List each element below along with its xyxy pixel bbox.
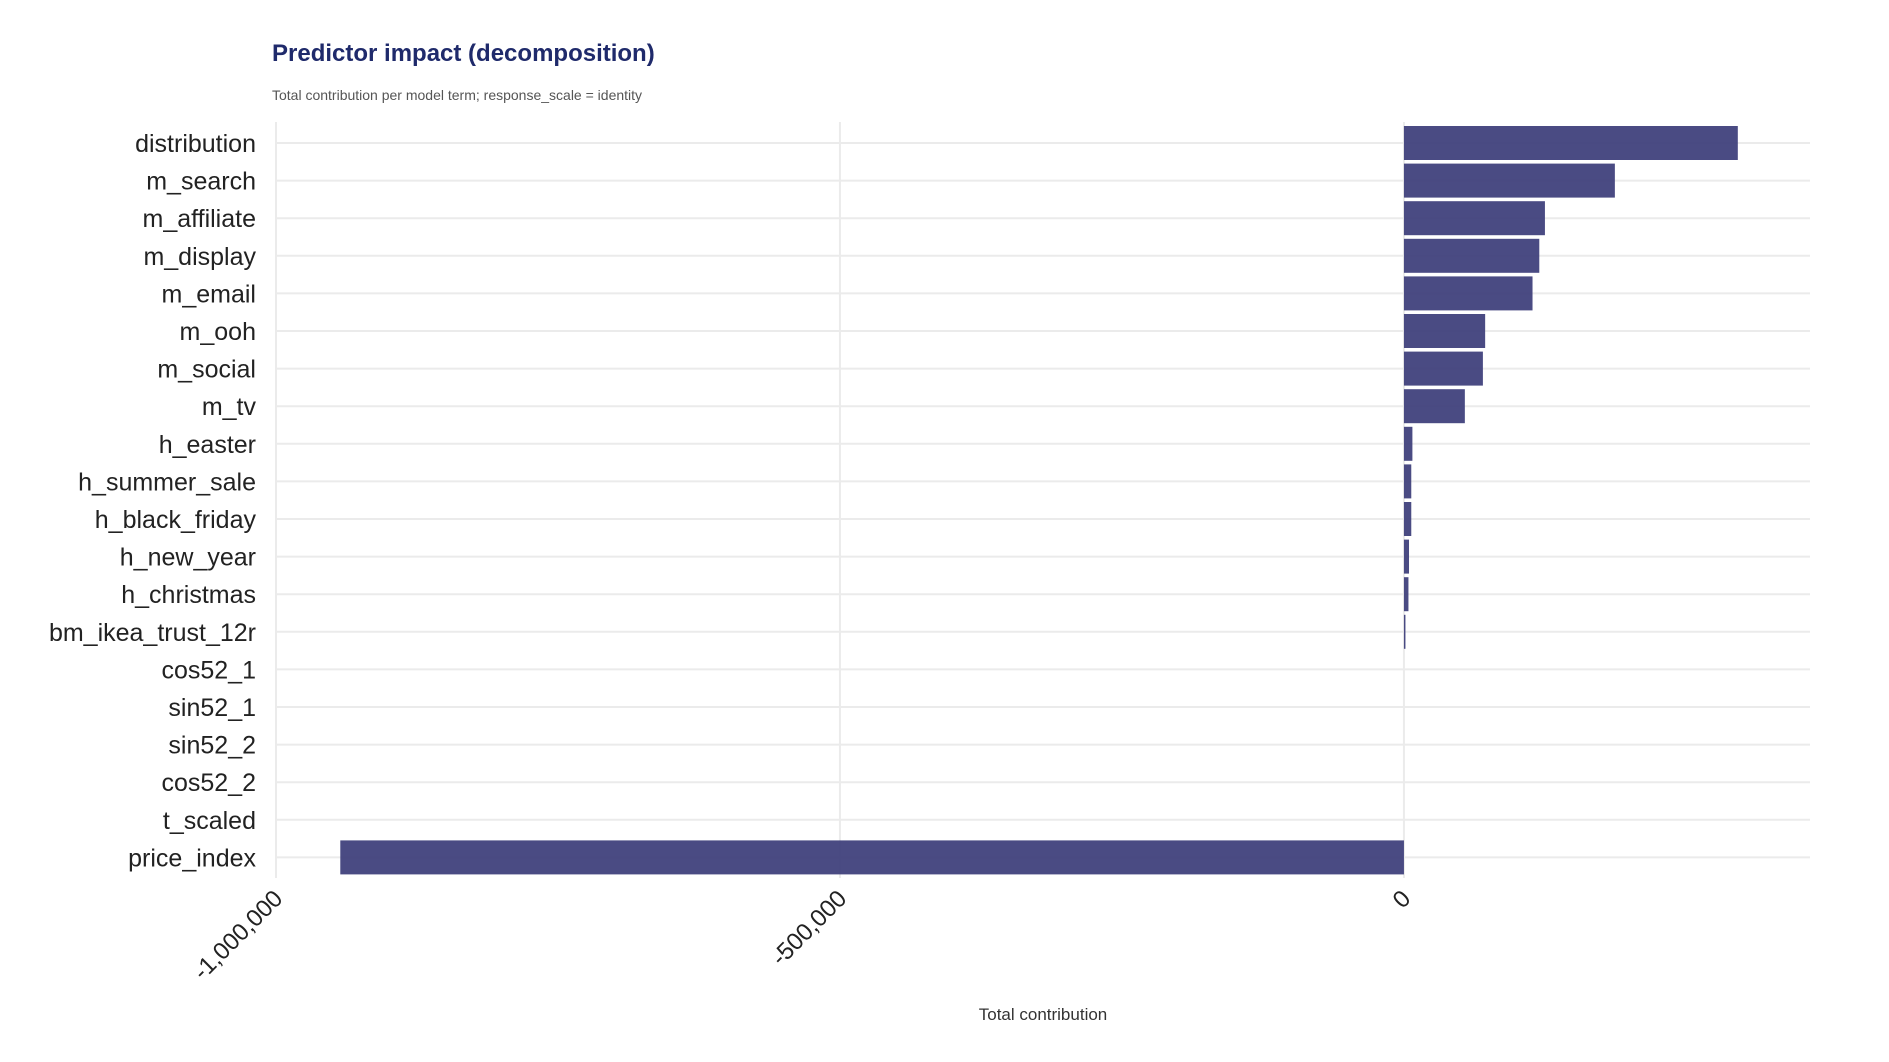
x-tick-label: 0 (1388, 885, 1417, 914)
category-label: m_display (143, 243, 256, 271)
x-tick-label: -500,000 (766, 885, 852, 971)
bar-h-easter (1403, 426, 1413, 461)
x-axis-title: Total contribution (979, 1005, 1108, 1024)
category-label: cos52_2 (161, 769, 256, 797)
category-label: m_email (162, 280, 256, 308)
grid-layer (275, 122, 1810, 878)
category-label: h_black_friday (95, 506, 257, 534)
bar-m-tv (1403, 389, 1465, 424)
bar-bm-ikea-trust-12r (1403, 614, 1406, 649)
bar-m-affiliate (1403, 201, 1545, 236)
bar-h-christmas (1403, 577, 1409, 612)
category-label: h_new_year (120, 544, 256, 572)
x-tick-label: -1,000,000 (188, 885, 288, 985)
bar-h-black-friday (1403, 502, 1412, 536)
category-label: sin52_1 (168, 694, 256, 722)
category-label: bm_ikea_trust_12r (49, 619, 256, 647)
bar-m-social (1403, 351, 1483, 386)
category-label: m_search (146, 168, 256, 196)
category-label: m_tv (202, 393, 257, 421)
category-label: h_christmas (121, 581, 256, 609)
bar-m-search (1403, 163, 1615, 198)
chart-title: Predictor impact (decomposition) (272, 40, 655, 67)
x-tick-labels: -1,000,000 -500,000 0 (188, 885, 1416, 985)
bar-m-display (1403, 238, 1540, 273)
category-label: h_summer_sale (78, 468, 256, 496)
category-label: m_social (157, 356, 256, 384)
category-label: t_scaled (163, 807, 256, 835)
chart-subtitle: Total contribution per model term; respo… (272, 87, 643, 103)
bar-m-ooh (1403, 314, 1486, 348)
category-label: sin52_2 (168, 732, 256, 760)
category-label: m_ooh (180, 318, 256, 346)
bar-layer (340, 126, 1738, 875)
bar-distribution (1403, 126, 1738, 160)
bar-h-new-year (1403, 539, 1410, 574)
category-label: h_easter (159, 431, 256, 459)
bar-price-index (340, 840, 1404, 875)
category-label: price_index (128, 844, 256, 872)
category-labels: distribution m_search m_affiliate m_display… (49, 130, 257, 872)
category-label: cos52_1 (161, 656, 256, 684)
bar-m-email (1403, 276, 1533, 311)
bar-h-summer-sale (1403, 464, 1412, 499)
category-label: m_affiliate (143, 205, 257, 233)
category-label: distribution (135, 130, 256, 158)
